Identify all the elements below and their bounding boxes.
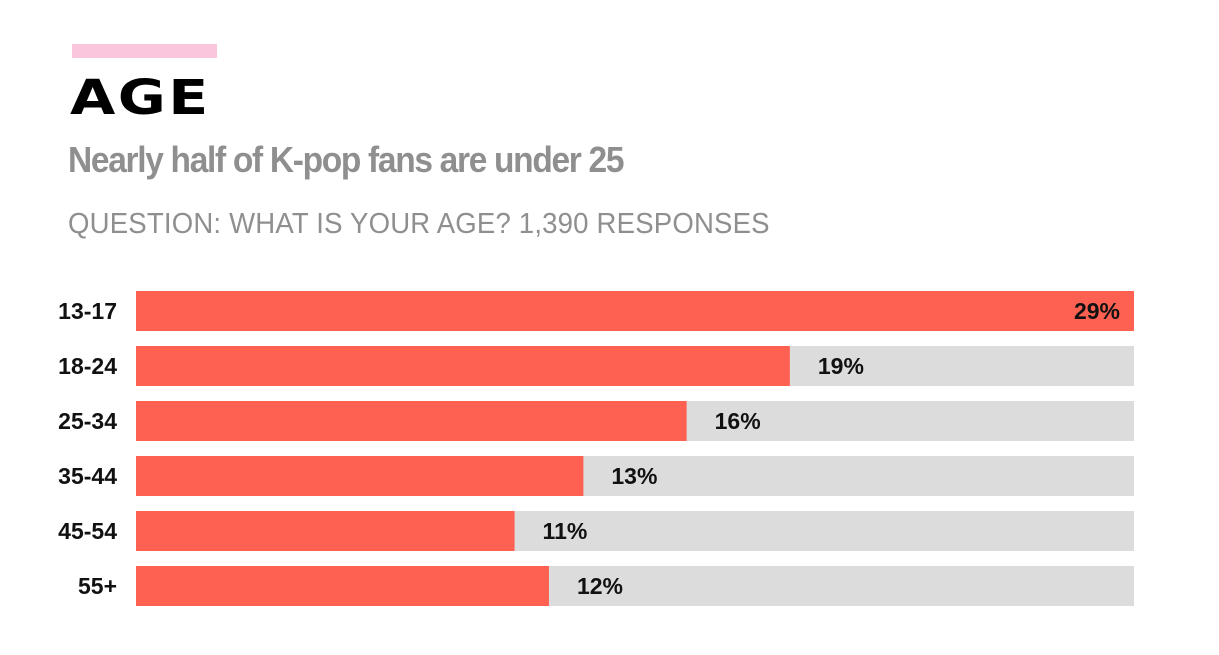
- category-label: 35-44: [58, 463, 117, 489]
- accent-bar: [72, 44, 217, 58]
- bar-55+: [136, 566, 549, 606]
- category-label: 45-54: [58, 518, 117, 544]
- value-label: 19%: [818, 353, 864, 379]
- value-label: 13%: [611, 463, 657, 489]
- section-title: AGE: [70, 70, 211, 126]
- bar-13-17: [136, 291, 1134, 331]
- bar-25-34: [136, 401, 687, 441]
- bar-45-54: [136, 511, 515, 551]
- category-label: 25-34: [58, 408, 117, 434]
- chart-subtitle: Nearly half of K-pop fans are under 25: [68, 139, 624, 180]
- survey-question: QUESTION: WHAT IS YOUR AGE? 1,390 RESPON…: [68, 208, 770, 240]
- value-label: 11%: [543, 518, 588, 544]
- category-label: 13-17: [58, 298, 117, 324]
- category-label: 55+: [78, 573, 117, 599]
- value-label: 16%: [715, 408, 761, 434]
- bar-35-44: [136, 456, 584, 496]
- value-label: 29%: [1074, 298, 1120, 324]
- category-label: 18-24: [58, 353, 117, 379]
- value-label: 12%: [577, 573, 623, 599]
- bar-18-24: [136, 346, 790, 386]
